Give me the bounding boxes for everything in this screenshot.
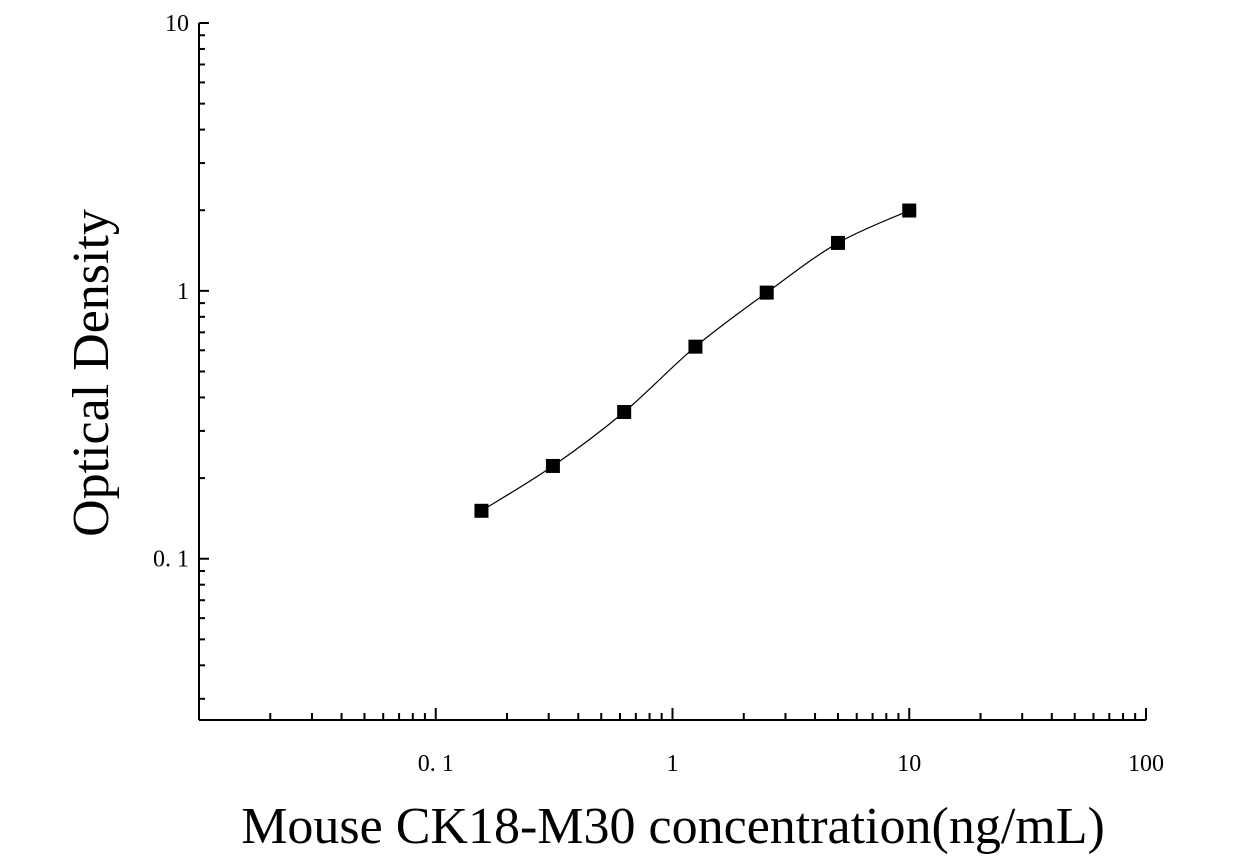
data-point <box>902 203 917 218</box>
x-tick-label: 1 <box>667 751 679 777</box>
y-tick-label: 10 <box>165 11 189 37</box>
data-points <box>474 203 917 518</box>
data-point <box>474 503 489 518</box>
x-tick-label: 100 <box>1128 751 1164 777</box>
axes <box>198 22 1147 721</box>
y-axis-title: Optical Density <box>63 209 120 537</box>
y-tick-label: 1 <box>177 279 189 305</box>
fit-curve-layer <box>481 209 910 512</box>
data-point <box>545 458 560 473</box>
data-point <box>759 285 774 300</box>
x-tick-label: 0. 1 <box>418 751 454 777</box>
fit-curve <box>481 209 910 512</box>
tick-labels: 0. 1 1 10 100 0. 1 1 10 <box>153 11 1164 777</box>
y-tick-label: 0. 1 <box>153 547 189 573</box>
data-point <box>617 404 632 419</box>
x-tick-label: 10 <box>897 751 921 777</box>
data-point <box>830 235 845 250</box>
data-point <box>688 339 703 354</box>
x-axis-title: Mouse CK18-M30 concentration(ng/mL) <box>241 798 1105 855</box>
